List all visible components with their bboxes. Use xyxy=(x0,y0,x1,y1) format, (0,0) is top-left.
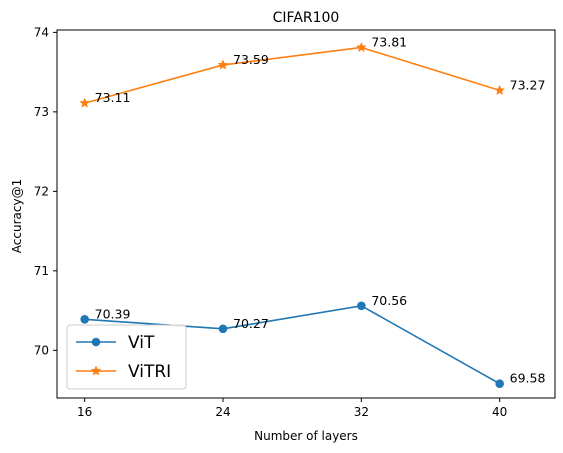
legend-entry: ViT xyxy=(128,333,155,353)
data-point-vit xyxy=(357,301,366,311)
legend-entry: ViTRI xyxy=(128,362,171,382)
data-point-vitri xyxy=(355,41,367,53)
data-point-vit xyxy=(218,324,228,334)
legend-marker xyxy=(91,337,101,347)
legend-marker xyxy=(90,365,102,376)
x-tick-label: 40 xyxy=(492,405,507,419)
x-tick-label: 16 xyxy=(77,405,92,419)
data-point-vitri xyxy=(217,59,229,70)
y-tick-label: 73 xyxy=(34,105,49,119)
y-tick-label: 70 xyxy=(34,343,49,357)
series-line-vitri xyxy=(84,46,500,104)
y-tick-label: 74 xyxy=(34,25,49,39)
data-point-vitri xyxy=(494,84,506,95)
y-tick-label: 72 xyxy=(34,184,49,198)
data-label: 73.81 xyxy=(371,34,407,49)
x-axis-label: Number of layers xyxy=(254,429,358,443)
chart-title: CIFAR100 xyxy=(273,10,340,26)
x-tick-label: 32 xyxy=(354,405,369,419)
data-point-vit xyxy=(495,379,504,388)
legend: ViT ViTRI xyxy=(66,324,187,390)
data-label: 70.56 xyxy=(371,293,407,308)
data-point-vit xyxy=(80,315,89,324)
data-label: 69.58 xyxy=(510,371,546,386)
x-tick-label: 24 xyxy=(215,405,230,419)
axes-frame xyxy=(56,29,556,399)
y-axis-label: Accuracy@1 xyxy=(10,179,24,253)
data-label: 73.59 xyxy=(233,52,269,67)
data-label: 70.27 xyxy=(233,316,269,331)
data-point-vitri xyxy=(79,97,91,108)
plot-area: 16 24 32 40 70 71 72 73 74 70.39 70.27 70.56 69.58 73… xyxy=(34,25,556,419)
data-label: 73.27 xyxy=(510,77,546,92)
series-line-vit xyxy=(84,304,501,385)
y-tick-label: 71 xyxy=(34,264,49,278)
data-label: 73.11 xyxy=(95,90,131,105)
data-label: 70.39 xyxy=(95,306,131,321)
